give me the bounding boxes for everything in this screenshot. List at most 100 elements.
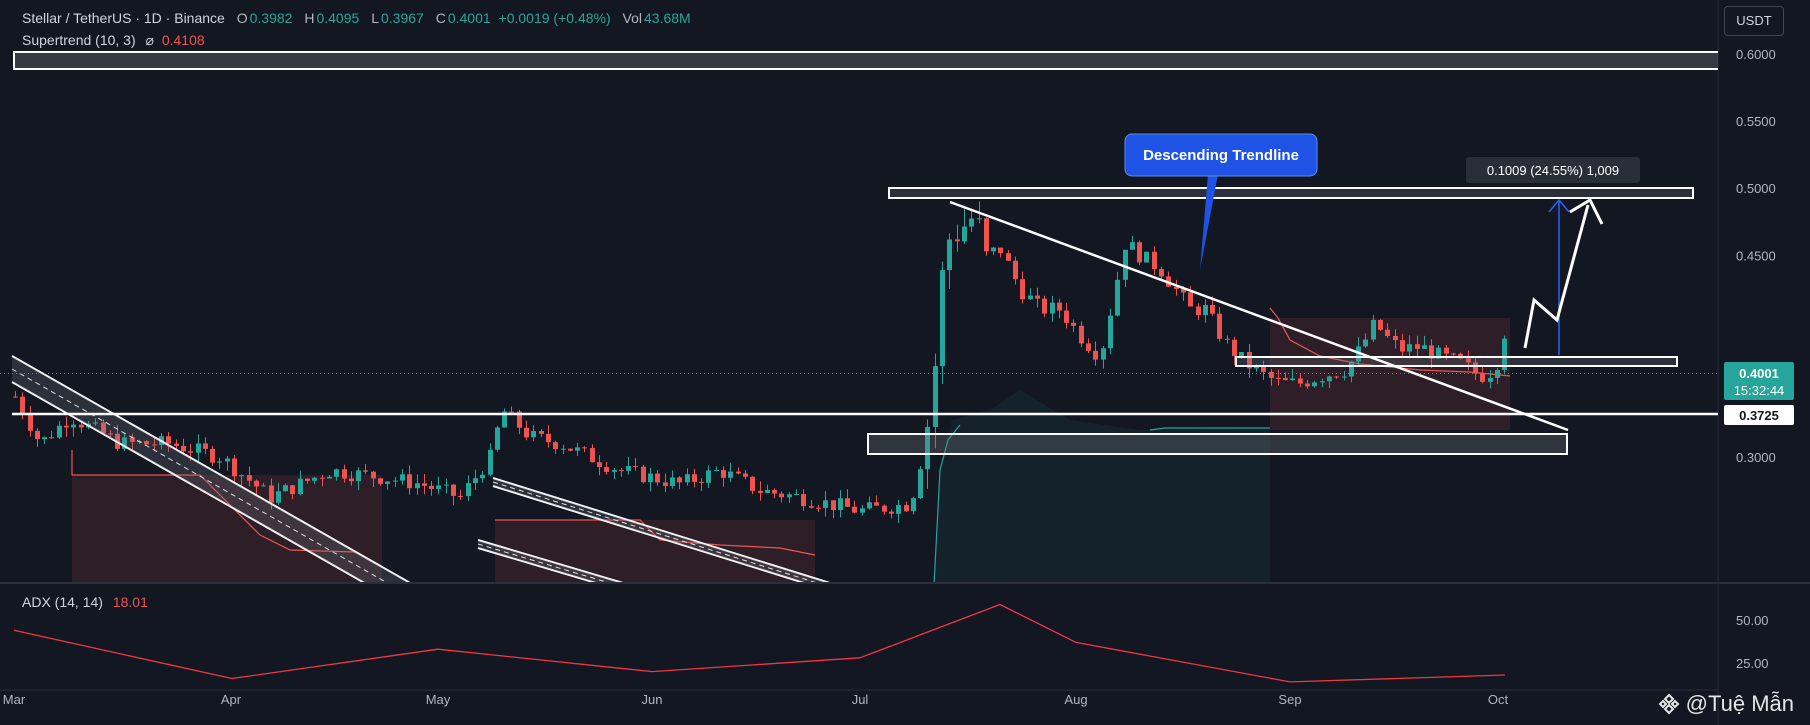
candle-down bbox=[831, 500, 836, 510]
candle-down bbox=[1006, 253, 1011, 261]
channel-upper-line bbox=[11, 355, 411, 582]
resistance-zone-0.60 bbox=[13, 51, 1718, 70]
candle-down bbox=[743, 473, 748, 477]
candle-down bbox=[1174, 286, 1179, 289]
candle-down bbox=[1378, 319, 1383, 330]
channel-fill bbox=[12, 356, 409, 582]
candle-down bbox=[998, 247, 1003, 254]
candle-down bbox=[852, 506, 857, 513]
candle-down bbox=[1334, 376, 1339, 378]
supertrend-uptrend-fill bbox=[934, 390, 1270, 582]
candle-down bbox=[1473, 362, 1478, 374]
candle-up bbox=[1349, 361, 1354, 377]
indicator-visibility-icon[interactable]: ⌀ bbox=[145, 32, 154, 48]
candle-up bbox=[495, 427, 500, 450]
candle-up bbox=[1290, 378, 1295, 381]
currency-button[interactable]: USDT bbox=[1724, 6, 1784, 36]
candle-up bbox=[466, 483, 471, 497]
x-tick-label: Apr bbox=[221, 692, 242, 707]
candle-up bbox=[1342, 376, 1347, 378]
candle-down bbox=[1057, 302, 1062, 311]
candle-up bbox=[276, 491, 281, 503]
candle-down bbox=[568, 448, 573, 451]
candle-down bbox=[553, 442, 558, 450]
supertrend-label: Supertrend (10, 3) bbox=[22, 32, 136, 48]
candle-down bbox=[320, 477, 325, 479]
candle-up bbox=[436, 485, 441, 489]
candle-up bbox=[93, 422, 98, 424]
candle-up bbox=[1436, 347, 1441, 359]
candle-down bbox=[378, 478, 383, 484]
candle-down bbox=[663, 482, 668, 486]
x-tick-label: May bbox=[426, 692, 451, 707]
callout-box bbox=[1124, 133, 1318, 177]
supertrend-line bbox=[71, 450, 356, 553]
candle-down bbox=[20, 396, 25, 415]
candle-down bbox=[1385, 329, 1390, 336]
candle-down bbox=[1261, 366, 1266, 372]
close-label: C bbox=[435, 10, 446, 26]
candle-down bbox=[772, 489, 777, 494]
candle-down bbox=[188, 451, 193, 453]
main-pane: 0.1009 (24.55%) 1,009 Descending Trendlin… bbox=[0, 51, 1718, 582]
candle-down bbox=[590, 448, 595, 463]
measure-arrowhead bbox=[1548, 198, 1570, 213]
candle-up bbox=[1320, 381, 1325, 383]
low-label: L bbox=[371, 10, 379, 26]
candle-down bbox=[1247, 352, 1252, 369]
y-tick-label: 0.6000 bbox=[1736, 47, 1776, 62]
candle-down bbox=[1152, 251, 1157, 270]
candle-up bbox=[991, 247, 996, 252]
candle-down bbox=[816, 507, 821, 509]
candle-down bbox=[845, 498, 850, 507]
candle-up bbox=[473, 478, 478, 484]
candle-down bbox=[1400, 340, 1405, 352]
candle-up bbox=[42, 437, 47, 440]
measure-label: 0.1009 (24.55%) 1,009 bbox=[1487, 163, 1619, 178]
candle-up bbox=[71, 424, 76, 428]
candle-up bbox=[1028, 295, 1033, 300]
candle-up bbox=[896, 505, 901, 514]
supertrend-downtrend-fill bbox=[495, 520, 815, 582]
candle-down bbox=[1298, 378, 1303, 384]
supertrend-legend[interactable]: Supertrend (10, 3) ⌀ 0.4108 bbox=[22, 32, 205, 49]
candle-up bbox=[1239, 352, 1244, 356]
close-value: 0.4001 bbox=[447, 10, 491, 26]
candle-up bbox=[977, 218, 982, 220]
candle-down bbox=[1013, 260, 1018, 280]
candle-down bbox=[546, 433, 551, 443]
candle-up bbox=[794, 494, 799, 496]
candle-up bbox=[575, 447, 580, 451]
adx-label: ADX (14, 14) bbox=[22, 594, 103, 610]
candle-down bbox=[655, 473, 660, 483]
candle-up bbox=[867, 502, 872, 509]
callout-pointer bbox=[1200, 174, 1218, 270]
candle-up bbox=[225, 458, 230, 462]
symbol-title[interactable]: Stellar / TetherUS · 1D · Binance bbox=[22, 10, 225, 26]
candle-up bbox=[196, 443, 201, 453]
current-price-label: 0.4001 bbox=[1739, 366, 1779, 381]
candle-down bbox=[604, 467, 609, 472]
descending-channel bbox=[492, 477, 831, 582]
candle-down bbox=[582, 447, 587, 449]
volume-label: Vol bbox=[622, 10, 642, 26]
candle-up bbox=[356, 470, 361, 482]
candle-up bbox=[1312, 382, 1317, 387]
support-price-tag bbox=[1724, 405, 1794, 425]
candle-down bbox=[247, 475, 252, 481]
candle-down bbox=[1079, 325, 1084, 344]
candle-up bbox=[502, 411, 507, 428]
candle-down bbox=[1393, 335, 1398, 341]
adx-legend[interactable]: ADX (14, 14) 18.01 bbox=[22, 594, 148, 610]
candle-down bbox=[984, 218, 989, 252]
projection-arrowhead bbox=[1569, 197, 1604, 225]
candle-down bbox=[28, 414, 33, 431]
candle-up bbox=[1371, 319, 1376, 340]
adx-value: 18.01 bbox=[112, 594, 148, 610]
candle-down bbox=[1232, 339, 1237, 356]
y-tick-label: 0.5500 bbox=[1736, 114, 1776, 129]
candle-up bbox=[1488, 377, 1493, 382]
candle-down bbox=[152, 444, 157, 446]
candle-down bbox=[758, 490, 763, 493]
